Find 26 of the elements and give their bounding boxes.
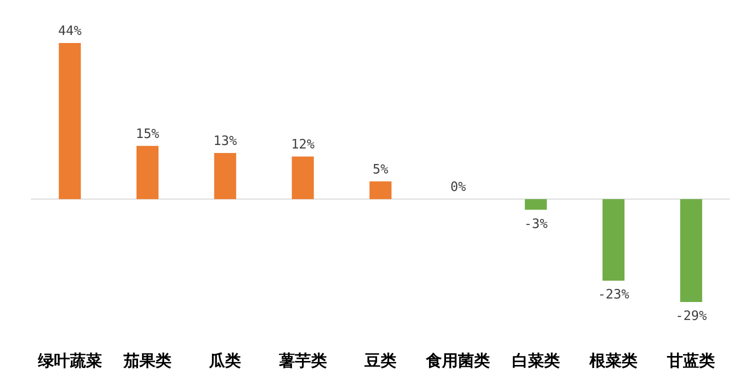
data-label: -3% [524, 216, 548, 232]
data-label: 5% [372, 162, 388, 178]
bar [292, 156, 314, 200]
x-tick-label: 白菜类 [512, 351, 560, 370]
data-label: 12% [291, 138, 315, 153]
data-label: -29% [676, 309, 707, 324]
data-label: -23% [598, 288, 630, 303]
bar [370, 181, 392, 200]
x-tick-label: 食用菌类 [425, 351, 490, 370]
x-tick-label: 豆类 [364, 351, 396, 370]
bar [58, 43, 81, 200]
x-tick-label: 绿叶蔬菜 [36, 351, 102, 370]
x-tick-label: 茄果类 [122, 351, 172, 370]
data-label: 44% [58, 24, 82, 39]
x-tick-label: 瓜类 [208, 351, 242, 370]
bar [602, 199, 624, 281]
x-tick-label: 薯芋类 [278, 351, 327, 370]
x-tick-label: 甘蓝类 [666, 351, 716, 370]
x-tick-label: 根菜类 [588, 351, 638, 370]
data-label: 13% [213, 134, 238, 149]
data-label: 15% [136, 126, 160, 142]
bar [136, 146, 158, 200]
data-label: 0% [450, 180, 466, 196]
bar [214, 152, 236, 200]
bar [680, 199, 702, 302]
bar [524, 199, 547, 210]
